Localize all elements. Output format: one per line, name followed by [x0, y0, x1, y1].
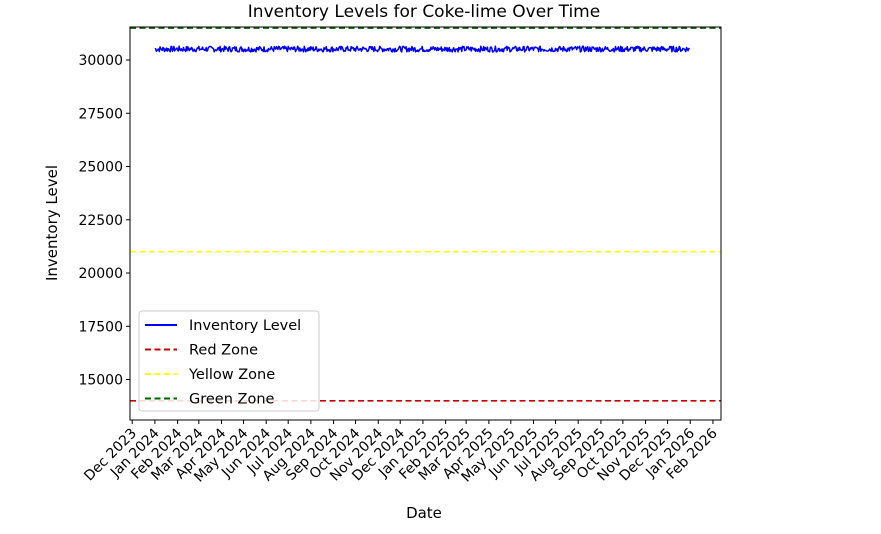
- y-tick-label: 20000: [78, 266, 123, 282]
- legend-label-inventory-level: Inventory Level: [189, 318, 301, 334]
- y-tick-label: 25000: [78, 160, 123, 176]
- y-axis-label: Inventory Level: [43, 165, 61, 281]
- legend-label-yellow-zone: Yellow Zone: [188, 367, 275, 383]
- series-layer: [154, 45, 691, 53]
- legend-label-green-zone: Green Zone: [189, 392, 275, 408]
- x-axis-label: Date: [406, 504, 442, 522]
- legend: Inventory Level Red Zone Yellow Zone Green …: [138, 310, 320, 412]
- plot-frame: [129, 26, 722, 421]
- y-tick-label: 27500: [78, 106, 123, 122]
- y-axis: 15000 17500 20000 22500 25000 27500 30000: [78, 53, 130, 389]
- y-tick-label: 17500: [78, 319, 123, 335]
- chart-title: Inventory Levels for Coke-lime Over Time: [248, 2, 600, 22]
- y-tick-label: 30000: [78, 53, 123, 69]
- legend-box: [138, 310, 320, 412]
- y-tick-label: 15000: [78, 373, 123, 389]
- series-line-inventory-level: [154, 45, 691, 53]
- legend-label-red-zone: Red Zone: [189, 343, 258, 359]
- y-tick-label: 22500: [78, 213, 123, 229]
